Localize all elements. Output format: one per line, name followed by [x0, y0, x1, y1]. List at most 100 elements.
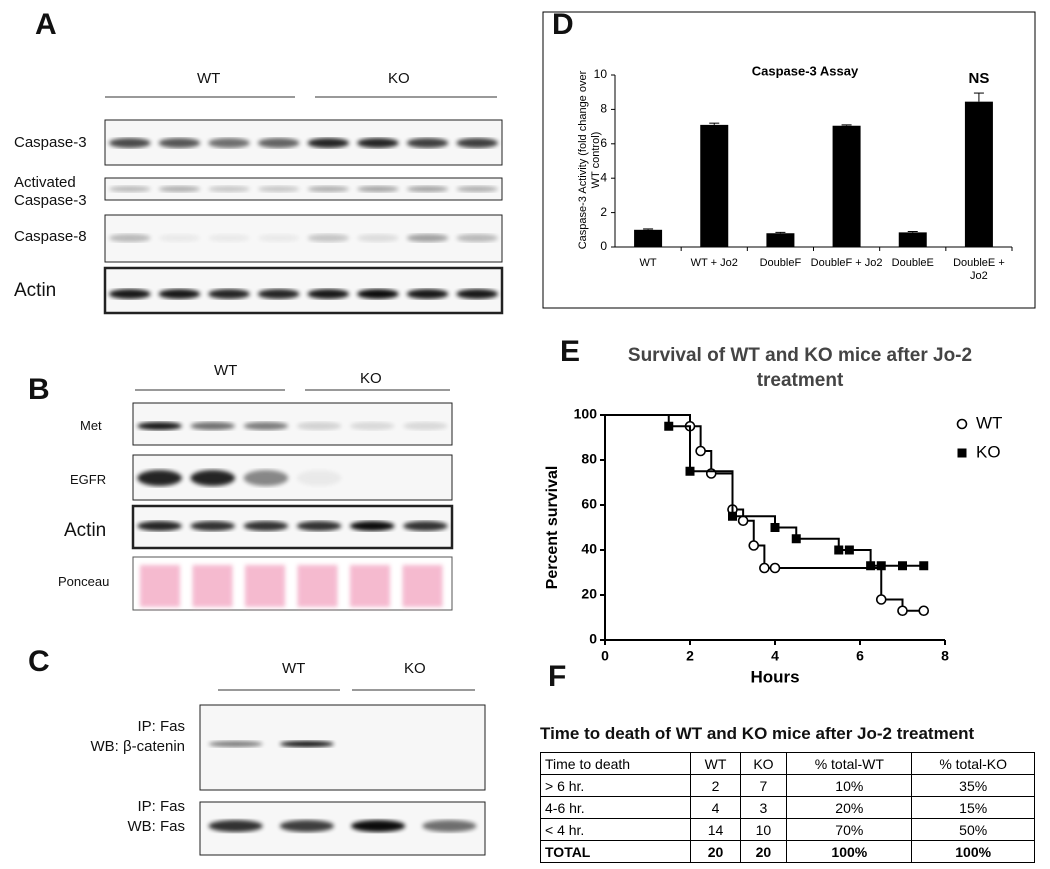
chart-title: Survival of WT and KO mice after Jo-2 tr… [627, 345, 973, 391]
blot-band [208, 138, 250, 148]
y-tick-label: 80 [581, 451, 597, 467]
panel-letter: A [35, 8, 57, 41]
blot-band [403, 521, 448, 531]
row-label: EGFR [70, 472, 107, 487]
table-cell: % total-KO [911, 752, 1035, 775]
legend-label: WT [976, 413, 1002, 432]
marker [876, 561, 886, 571]
bar [964, 101, 993, 247]
legend-label: KO [976, 442, 1001, 461]
group-label: WT [197, 70, 221, 87]
group-label: KO [388, 70, 410, 87]
blot-band [456, 289, 499, 299]
blot-band [406, 186, 449, 192]
row-label: IP: Fas [137, 798, 185, 815]
blot-band [158, 234, 201, 242]
panel-letter: F [548, 660, 567, 693]
marker [844, 545, 854, 555]
marker [919, 561, 929, 571]
ponceau-lane [350, 565, 390, 607]
panel-d-frame [542, 11, 1036, 309]
table-cell: 4 [690, 796, 741, 819]
blot-band [456, 186, 499, 192]
y-tick-label: 4 [600, 170, 607, 184]
blot-band [307, 289, 350, 299]
x-tick-label: 8 [941, 648, 949, 664]
y-tick-label: 20 [581, 586, 597, 602]
blot-band [307, 138, 350, 148]
panel-letter: E [560, 335, 581, 368]
table-cell: 7 [739, 774, 788, 797]
x-tick-label: 0 [601, 648, 609, 664]
blot-band [108, 234, 151, 242]
y-axis-label: Percent survival [544, 466, 561, 590]
legend-marker [957, 448, 967, 458]
blot-band [137, 521, 182, 531]
blot-frame [132, 402, 453, 446]
table-cell: KO [739, 752, 788, 775]
blot-band [357, 289, 399, 299]
table-cell: < 4 hr. [539, 818, 692, 841]
legend-marker [956, 418, 968, 430]
y-axis-label: Caspase-3 Activity (fold change over WT … [577, 70, 602, 250]
group-label: KO [360, 370, 382, 387]
panel-letter: B [28, 373, 50, 406]
blot-band [208, 741, 263, 747]
x-tick-label: 2 [686, 648, 694, 664]
table-row: 4-6 hr. 4 3 20% 15% [539, 796, 1035, 819]
row-label: WB: β-catenin [90, 738, 186, 755]
table-row: < 4 hr. 14 10 70% 50% [539, 818, 1035, 841]
blot-band [243, 521, 289, 531]
blot-band [406, 234, 449, 242]
blot-band [357, 186, 399, 192]
ponceau-lane [245, 565, 285, 607]
blot-band [208, 289, 250, 299]
blot-band [307, 234, 350, 242]
survival-line [605, 414, 924, 567]
marker [748, 540, 760, 551]
y-tick-label: 40 [581, 541, 597, 557]
marker [759, 562, 770, 574]
table-cell: 3 [739, 796, 788, 819]
blot-band [257, 234, 300, 242]
x-tick-label: DoubleF [759, 257, 802, 269]
ponceau-lane [297, 565, 338, 607]
x-tick-label: DoubleF + Jo2 [810, 257, 883, 269]
blot-band [456, 138, 499, 148]
bar [898, 232, 927, 247]
x-tick-label: DoubleE + Jo2 [953, 257, 1005, 282]
blot-band [158, 186, 201, 192]
table-cell: 20 [690, 840, 741, 863]
row-label: Actin [14, 280, 57, 301]
bar [700, 124, 729, 247]
x-tick-label: WT + Jo2 [690, 257, 738, 269]
blot-frame [131, 504, 454, 550]
row-label: IP: Fas [137, 718, 185, 735]
marker [898, 561, 907, 571]
blot-band [243, 422, 289, 430]
y-tick-label: 2 [600, 205, 607, 219]
blot-band [190, 521, 236, 531]
row-label: Activated [14, 174, 76, 191]
blot-band [208, 820, 263, 832]
ponceau-lane [402, 565, 443, 607]
row-label: WB: Fas [127, 818, 185, 835]
table-row: Time to death WT KO% total-WT% total-KO [539, 752, 1035, 775]
row-label: Caspase-3 [14, 134, 87, 151]
blot-band [296, 422, 342, 430]
blot-frame [132, 454, 453, 501]
y-tick-label: 8 [600, 102, 607, 116]
blot-band [296, 470, 342, 486]
blot-band [279, 820, 334, 832]
marker [770, 523, 780, 532]
blot-band [257, 138, 300, 148]
blot-band [243, 470, 289, 486]
blot-band [403, 422, 448, 430]
row-label: Caspase-8 [14, 228, 87, 245]
marker [834, 545, 844, 555]
blot-band [137, 422, 182, 430]
blot-band [190, 470, 236, 486]
table-cell: 15% [911, 796, 1035, 819]
ponceau-lane [140, 565, 180, 607]
